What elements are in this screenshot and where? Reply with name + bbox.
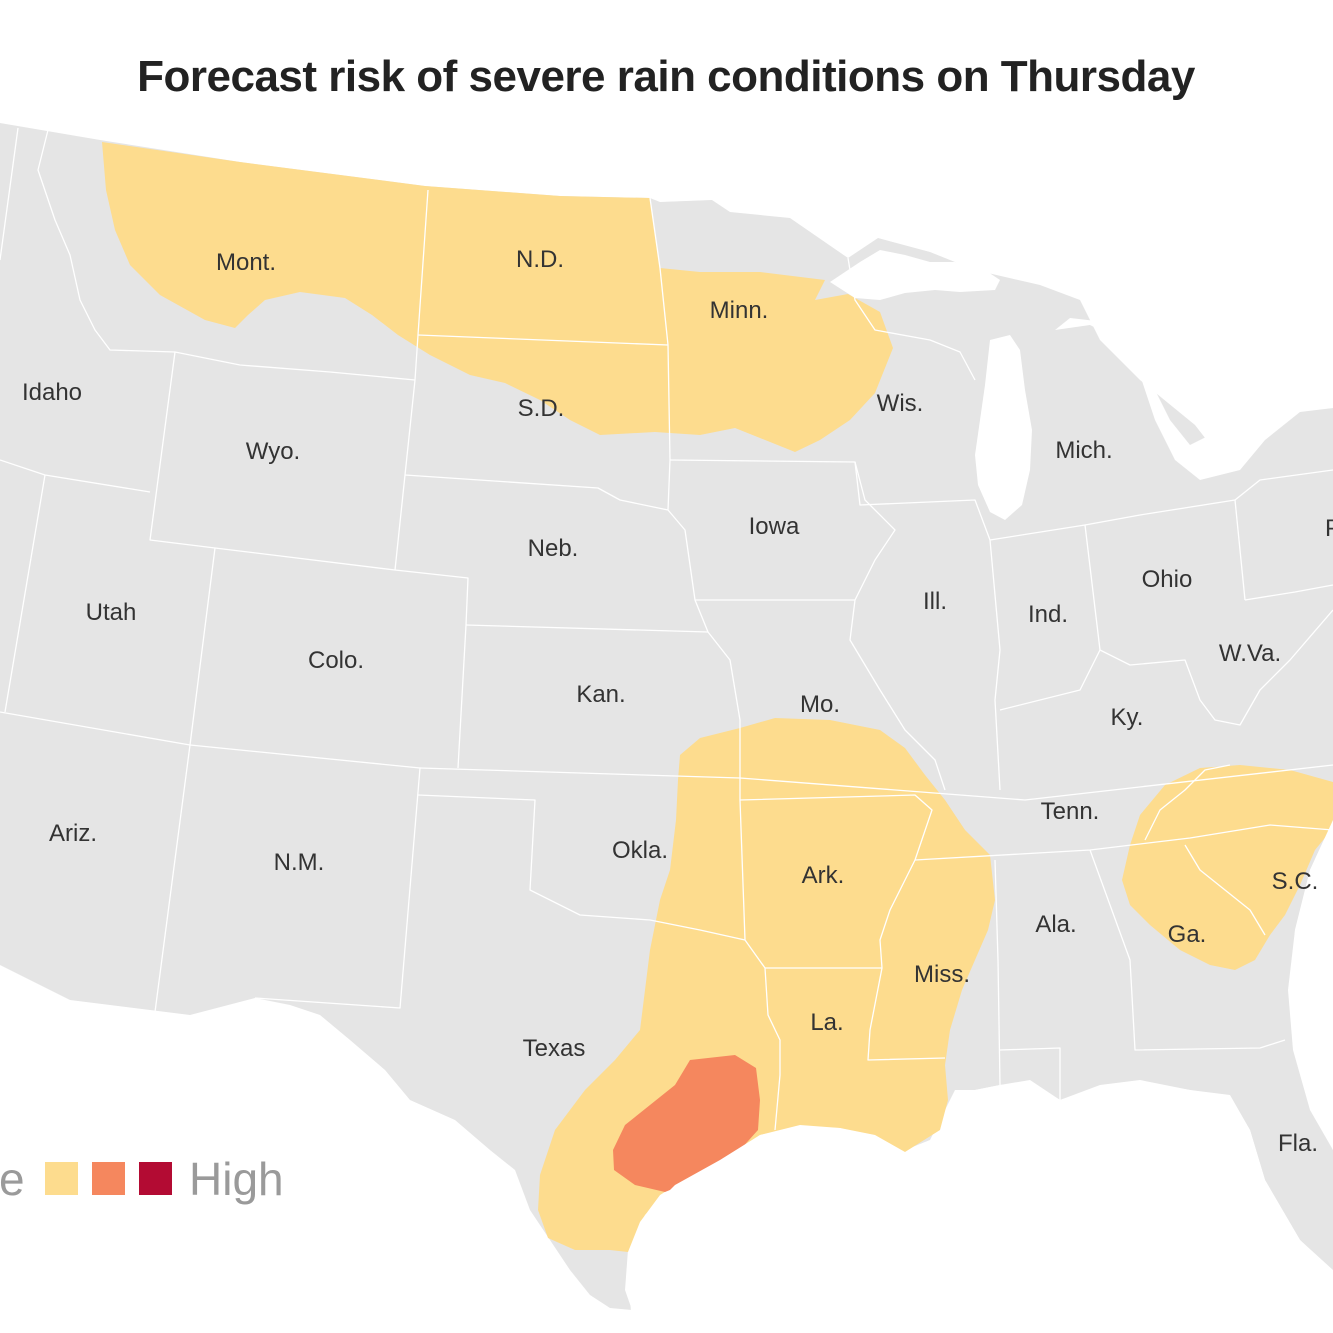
gulf-of-mexico [628, 1082, 1333, 1333]
state-label-tenn: Tenn. [1041, 798, 1100, 825]
state-label-ind: Ind. [1028, 601, 1068, 628]
state-label-mont: Mont. [216, 249, 276, 276]
legend-swatch-marginal [45, 1162, 78, 1195]
state-label-fla: Fla. [1278, 1130, 1318, 1157]
state-label-texas: Texas [523, 1035, 586, 1062]
state-label-ala: Ala. [1035, 911, 1076, 938]
state-label-wyo: Wyo. [246, 438, 300, 465]
map-title: Forecast risk of severe rain conditions … [137, 52, 1196, 101]
lake-huron-erie [1055, 318, 1333, 480]
state-label-wva: W.Va. [1219, 640, 1281, 667]
state-label-mo: Mo. [800, 691, 840, 718]
legend-right-text: High [189, 1153, 284, 1205]
state-label-wis: Wis. [877, 390, 924, 417]
legend-swatch-moderate [92, 1162, 125, 1195]
state-label-la: La. [810, 1009, 843, 1036]
state-label-neb: Neb. [528, 535, 579, 562]
state-label-colo: Colo. [308, 647, 364, 674]
legend-swatch-high [139, 1162, 172, 1195]
state-label-pa-partial: P [1325, 515, 1333, 542]
state-label-ky: Ky. [1111, 704, 1144, 731]
state-label-sc: S.C. [1272, 868, 1319, 895]
legend-left-text: e [0, 1153, 25, 1205]
risk-area-georgia-carolinas [1122, 765, 1333, 970]
state-label-iowa: Iowa [749, 513, 800, 540]
state-label-ill: Ill. [923, 588, 947, 615]
state-label-ariz: Ariz. [49, 820, 97, 847]
state-label-ga: Ga. [1168, 921, 1207, 948]
state-label-miss: Miss. [914, 961, 970, 988]
state-label-idaho: Idaho [22, 379, 82, 406]
risk-area-northern-plains [102, 142, 893, 452]
state-label-okla: Okla. [612, 837, 668, 864]
state-label-utah: Utah [86, 599, 137, 626]
state-label-kan: Kan. [576, 681, 625, 708]
risk-legend: e High [0, 1153, 284, 1205]
lake-michigan [975, 335, 1032, 520]
state-label-sd: S.D. [518, 395, 565, 422]
lake-superior [830, 250, 1000, 300]
state-label-nd: N.D. [516, 246, 564, 273]
risk-area-southeast-texas [613, 1055, 760, 1192]
state-borders [0, 127, 1333, 1131]
state-label-minn: Minn. [710, 297, 769, 324]
state-label-nm: N.M. [274, 849, 325, 876]
state-label-mich: Mich. [1055, 437, 1112, 464]
atlantic-ocean [1288, 820, 1333, 1150]
state-label-ohio: Ohio [1142, 566, 1193, 593]
state-label-ark: Ark. [802, 862, 845, 889]
